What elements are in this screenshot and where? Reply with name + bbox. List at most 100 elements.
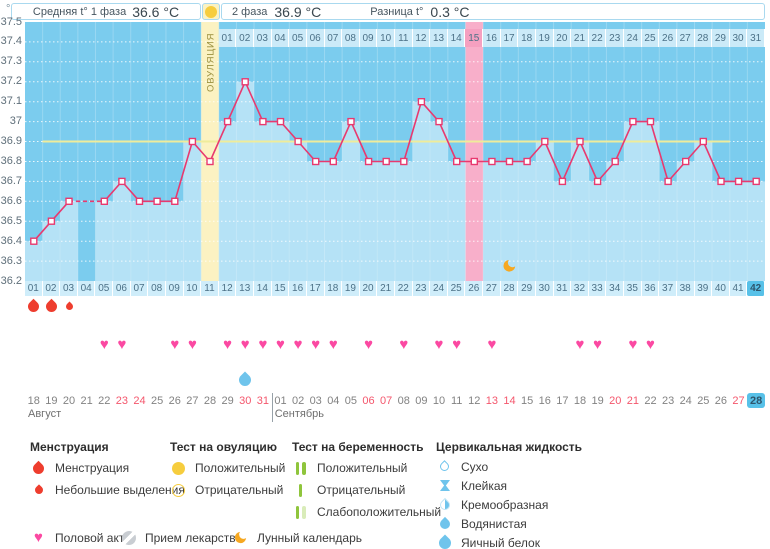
date-cell[interactable]: 23 — [661, 394, 675, 407]
date-cell[interactable]: 26 — [714, 394, 728, 407]
cycle-day-cell: 34 — [606, 281, 625, 296]
cycle-day-cell: 30 — [535, 281, 554, 296]
legend-section: Цервикальная жидкость Сухо Клейкая Кремооб… — [436, 440, 582, 549]
date-cell[interactable]: 09 — [415, 394, 428, 407]
date-cell[interactable]: 19 — [45, 394, 58, 407]
month-label: Сентябрь — [274, 408, 324, 420]
date-cell[interactable]: 08 — [397, 394, 410, 407]
heart-icon: ♥ — [117, 336, 127, 353]
date-cell[interactable]: 23 — [115, 394, 129, 407]
date-cell[interactable]: 27 — [732, 394, 745, 407]
y-axis-tick: 37.4 — [0, 35, 22, 48]
y-axis-tick: 36.8 — [0, 155, 22, 167]
legend-item: Сухо — [436, 457, 582, 476]
avg-phase1-label: Средняя t° 1 фаза — [32, 5, 127, 18]
month-label-row: Август Сентябрь — [25, 393, 765, 422]
legend-section: Тест на овуляцию Положительный Отрицатель… — [170, 440, 285, 501]
date-cell[interactable]: 11 — [450, 394, 463, 407]
cycle-day-cell: 31 — [553, 281, 572, 296]
date-cell[interactable]: 07 — [380, 394, 393, 407]
date-cell[interactable]: 01 — [274, 394, 287, 407]
legend-item: Отрицательный — [292, 479, 441, 501]
dpo-cell: 27 — [676, 29, 695, 47]
cycle-day-cell: 08 — [148, 281, 166, 296]
date-cell[interactable]: 29 — [221, 394, 234, 407]
y-axis-tick: 36.7 — [0, 174, 22, 187]
date-cell[interactable]: 24 — [133, 394, 146, 407]
dpo-cell: 10 — [377, 29, 395, 47]
heart-icon: ♥ — [328, 336, 338, 353]
y-axis-tick: 36.4 — [0, 234, 22, 247]
date-cell[interactable]: 27 — [186, 394, 199, 407]
legend-item-label: Отрицательный — [317, 483, 406, 497]
dpo-cell: 02 — [236, 29, 255, 47]
date-cell[interactable]: 28 — [747, 393, 765, 408]
spotting-drop-icon — [32, 484, 45, 496]
heart-icon: ♥ — [575, 336, 585, 353]
heart-icon: ♥ — [276, 336, 285, 353]
cycle-day-cell: 01 — [25, 281, 43, 296]
date-cell[interactable]: 25 — [151, 394, 164, 407]
date-cell[interactable]: 25 — [697, 394, 710, 407]
date-cell[interactable]: 20 — [609, 394, 622, 407]
diff-label: Разница t° — [370, 5, 424, 18]
cycle-day-cell: 14 — [254, 281, 272, 296]
date-cell[interactable]: 19 — [591, 394, 604, 407]
fluid-dry-icon — [438, 460, 451, 473]
date-cell[interactable]: 03 — [309, 394, 322, 407]
date-cell[interactable]: 15 — [521, 394, 534, 407]
date-cell[interactable]: 26 — [168, 394, 181, 407]
legend-item: Яичный белок — [436, 533, 582, 549]
date-cell[interactable]: 10 — [432, 394, 446, 407]
ovulation-test-positive-icon — [205, 5, 217, 18]
heart-icon: ♥ — [646, 336, 655, 353]
date-cell[interactable]: 16 — [538, 394, 551, 407]
dpo-cell: 16 — [483, 29, 501, 47]
date-cell[interactable]: 20 — [62, 394, 76, 407]
legend-item-label: Водянистая — [461, 516, 527, 531]
date-cell[interactable]: 31 — [256, 394, 269, 407]
ovulation-header-cell — [202, 3, 220, 20]
dpo-cell: 14 — [447, 29, 466, 47]
date-cell[interactable]: 22 — [644, 394, 657, 407]
date-cell[interactable]: 30 — [239, 394, 252, 407]
intercourse-row: ♥ ♥ ♥ ♥ ♥ ♥ ♥ ♥ ♥ ♥ ♥ ♥ ♥ ♥ ♥ ♥ ♥ ♥ ♥ ♥ — [25, 336, 765, 353]
legend-item: Отрицательный — [170, 479, 285, 501]
legend-item-label: Прием лекарств — [145, 530, 236, 545]
cycle-day-cell: 35 — [624, 281, 642, 296]
phase2-value: 36.9 °C — [274, 3, 322, 20]
legend-section-title: Тест на овуляцию — [170, 440, 277, 454]
legend-item-label: Отрицательный — [195, 483, 284, 497]
cycle-day-cell: 36 — [641, 281, 660, 296]
date-cell[interactable]: 14 — [503, 394, 516, 407]
legend-footer-item: ♥ Половой акт — [30, 529, 124, 546]
date-cell[interactable]: 18 — [27, 394, 40, 407]
date-cell[interactable]: 24 — [679, 394, 692, 407]
ovulation-test-negative-icon — [172, 483, 185, 497]
date-cell[interactable]: 17 — [556, 394, 569, 407]
dpo-cell: 28 — [694, 29, 713, 47]
legend-item: Небольшие выделения — [30, 479, 185, 501]
heart-icon: ♥ — [258, 336, 268, 353]
date-cell[interactable]: 04 — [327, 394, 340, 407]
date-cell[interactable]: 21 — [626, 394, 639, 407]
dpo-cell: 23 — [606, 29, 625, 47]
cycle-day-cell: 42 — [747, 281, 765, 296]
moon-icon — [234, 531, 247, 544]
date-cell[interactable]: 13 — [485, 394, 499, 407]
date-cell[interactable]: 18 — [573, 394, 587, 407]
date-cell[interactable]: 12 — [468, 394, 481, 407]
legend-item: Водянистая — [436, 514, 582, 533]
cycle-day-cell: 40 — [712, 281, 730, 296]
date-cell[interactable]: 02 — [291, 394, 305, 407]
cycle-day-cell: 04 — [77, 281, 96, 296]
date-cell[interactable]: 28 — [203, 394, 217, 407]
legend-section-title: Менструация — [30, 440, 109, 454]
date-cell[interactable]: 22 — [98, 394, 111, 407]
date-cell[interactable]: 21 — [80, 394, 93, 407]
date-cell[interactable]: 06 — [362, 394, 375, 407]
y-axis-tick: 36.6 — [0, 194, 22, 207]
date-cell[interactable]: 05 — [344, 394, 358, 407]
legend-section-title: Цервикальная жидкость — [436, 440, 583, 454]
heart-icon: ♥ — [364, 336, 374, 353]
